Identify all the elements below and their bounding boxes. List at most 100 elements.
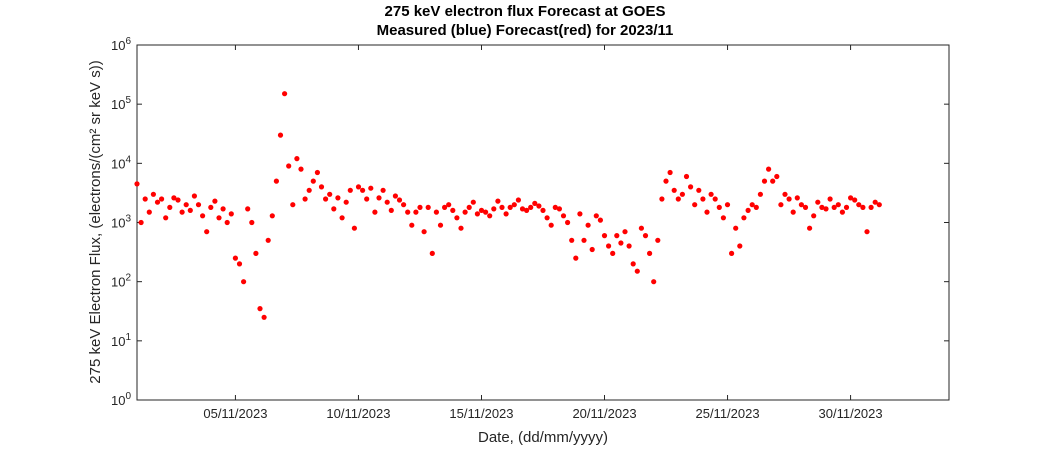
data-point bbox=[614, 233, 620, 239]
data-point bbox=[142, 196, 148, 202]
data-point bbox=[548, 222, 554, 228]
data-point bbox=[581, 237, 587, 243]
data-point bbox=[733, 225, 739, 231]
data-point bbox=[310, 178, 316, 184]
y-axis-label: 275 keV Electron Flux, (electrons/(cm² s… bbox=[87, 60, 104, 383]
data-point bbox=[601, 233, 608, 239]
data-point bbox=[688, 184, 694, 190]
data-point bbox=[216, 215, 222, 221]
data-point bbox=[683, 173, 690, 180]
y-tick-label: 106 bbox=[111, 36, 131, 53]
data-point bbox=[306, 187, 312, 193]
data-point bbox=[376, 195, 382, 201]
data-point bbox=[273, 178, 279, 184]
data-point bbox=[425, 204, 431, 210]
data-point bbox=[802, 204, 809, 210]
data-point bbox=[380, 187, 386, 193]
data-point bbox=[860, 204, 866, 210]
chart-title: 275 keV electron flux Forecast at GOES bbox=[384, 3, 666, 20]
y-tick-label: 102 bbox=[111, 273, 131, 290]
data-point bbox=[368, 185, 374, 191]
data-point bbox=[749, 202, 755, 208]
data-point bbox=[470, 199, 476, 205]
data-point bbox=[573, 255, 579, 261]
data-point bbox=[323, 196, 329, 202]
data-point bbox=[339, 215, 345, 221]
data-point bbox=[565, 219, 571, 226]
data-point bbox=[146, 209, 152, 215]
x-tick-label: 20/11/2023 bbox=[572, 406, 636, 421]
data-point bbox=[335, 195, 341, 201]
data-point bbox=[831, 204, 837, 210]
x-tick-label: 10/11/2023 bbox=[326, 406, 390, 421]
data-point bbox=[540, 207, 546, 213]
data-point bbox=[667, 169, 673, 176]
data-point bbox=[589, 246, 595, 253]
data-point bbox=[183, 202, 189, 208]
data-point bbox=[819, 204, 825, 210]
data-point bbox=[392, 193, 398, 199]
data-point bbox=[409, 222, 415, 228]
data-point bbox=[236, 261, 243, 267]
data-point bbox=[175, 197, 181, 203]
data-point bbox=[507, 204, 513, 210]
data-point bbox=[532, 200, 538, 206]
data-point bbox=[302, 196, 308, 202]
data-point bbox=[724, 202, 731, 208]
x-tick-label: 15/11/2023 bbox=[449, 406, 513, 421]
data-point bbox=[761, 178, 768, 184]
data-point bbox=[318, 184, 325, 190]
data-point bbox=[659, 196, 665, 202]
data-point bbox=[618, 240, 624, 246]
data-point bbox=[671, 187, 677, 193]
data-point bbox=[327, 191, 333, 197]
data-point bbox=[634, 268, 640, 274]
data-point bbox=[487, 213, 493, 219]
x-axis: 05/11/2023 10/11/2023 15/11/2023 20/11/2023… bbox=[203, 45, 883, 421]
data-point bbox=[807, 225, 813, 231]
data-point bbox=[585, 222, 591, 228]
data-point bbox=[647, 250, 653, 256]
data-series bbox=[134, 91, 882, 320]
data-point bbox=[556, 206, 563, 212]
data-point bbox=[704, 209, 710, 215]
data-point bbox=[401, 202, 407, 208]
data-point bbox=[294, 156, 300, 162]
data-point bbox=[195, 202, 202, 208]
data-point bbox=[413, 209, 419, 215]
data-point bbox=[642, 233, 649, 239]
data-point bbox=[606, 243, 612, 249]
data-point bbox=[364, 196, 370, 202]
data-point bbox=[421, 229, 427, 235]
data-point bbox=[716, 204, 722, 210]
data-point bbox=[347, 187, 353, 193]
data-point bbox=[786, 196, 792, 202]
data-point bbox=[261, 314, 267, 320]
data-point bbox=[778, 202, 784, 208]
y-tick-label: 105 bbox=[111, 95, 131, 112]
y-tick-label: 101 bbox=[111, 332, 131, 349]
data-point bbox=[204, 229, 210, 235]
data-point bbox=[232, 255, 238, 261]
data-point bbox=[138, 219, 144, 226]
y-tick-label: 100 bbox=[111, 391, 131, 408]
data-point bbox=[519, 206, 526, 212]
data-point bbox=[536, 203, 542, 209]
data-point bbox=[876, 202, 882, 208]
data-point bbox=[757, 191, 764, 197]
data-point bbox=[360, 187, 366, 193]
data-point bbox=[384, 199, 390, 205]
data-point bbox=[692, 202, 698, 208]
data-point bbox=[524, 207, 530, 213]
data-point bbox=[766, 166, 772, 172]
data-point bbox=[848, 195, 854, 201]
data-point bbox=[167, 204, 173, 210]
data-point bbox=[675, 196, 681, 202]
data-point bbox=[466, 204, 472, 210]
data-point bbox=[429, 250, 435, 256]
data-point bbox=[741, 215, 747, 221]
data-point bbox=[442, 204, 448, 210]
data-point bbox=[372, 209, 378, 215]
